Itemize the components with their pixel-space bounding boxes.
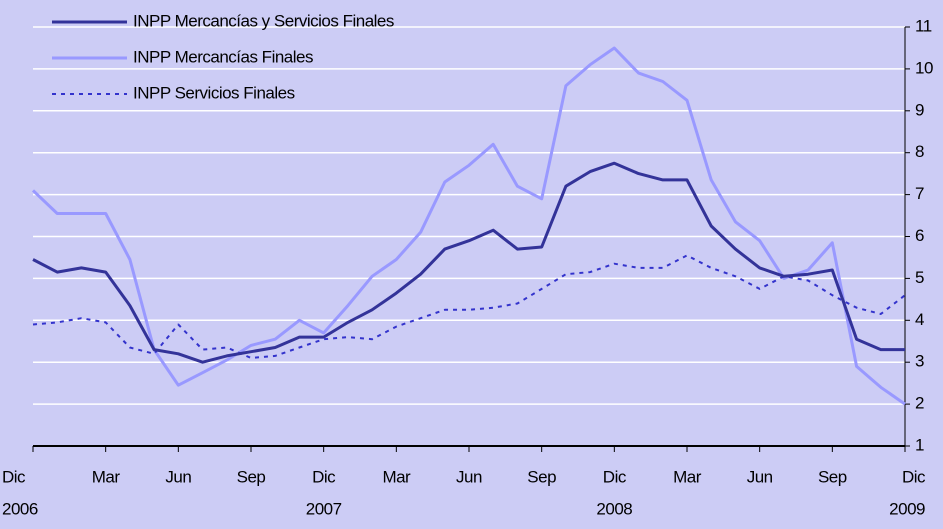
y-tick-label: 8	[915, 142, 924, 161]
y-tick-label: 9	[915, 100, 924, 119]
y-tick-label: 3	[915, 352, 924, 371]
y-tick-label: 1	[915, 435, 924, 454]
legend-label: INPP Mercancías Finales	[133, 47, 313, 66]
year-label: 2009	[889, 499, 925, 518]
y-tick-label: 4	[915, 310, 924, 329]
x-tick-label: Mar	[382, 467, 411, 486]
y-tick-label: 2	[915, 394, 924, 413]
x-tick-label: Sep	[237, 467, 266, 486]
series-line	[31, 46, 906, 406]
series-line	[32, 161, 905, 364]
x-tick-label: Dic	[902, 467, 926, 486]
year-label: 2008	[596, 499, 632, 518]
x-tick-label: Sep	[527, 467, 556, 486]
x-tick-label: Dic	[603, 467, 627, 486]
y-tick-label: 6	[915, 226, 924, 245]
x-tick-label: Dic	[2, 467, 26, 486]
legend-label: INPP Servicios Finales	[133, 83, 295, 102]
y-tick-label: 5	[915, 268, 924, 287]
y-tick-label: 10	[915, 58, 933, 77]
legend-label: INPP Mercancías y Servicios Finales	[133, 11, 394, 30]
x-tick-label: Dic	[312, 467, 336, 486]
x-tick-label: Sep	[818, 467, 847, 486]
x-tick-label: Jun	[747, 467, 773, 486]
x-tick-label: Mar	[92, 467, 121, 486]
year-label: 2006	[2, 499, 38, 518]
y-tick-label: 11	[915, 16, 932, 35]
x-tick-label: Jun	[165, 467, 191, 486]
year-label: 2007	[306, 499, 342, 518]
x-tick-label: Mar	[673, 467, 702, 486]
y-tick-label: 7	[915, 184, 924, 203]
series-line	[32, 254, 906, 359]
x-tick-label: Jun	[456, 467, 482, 486]
